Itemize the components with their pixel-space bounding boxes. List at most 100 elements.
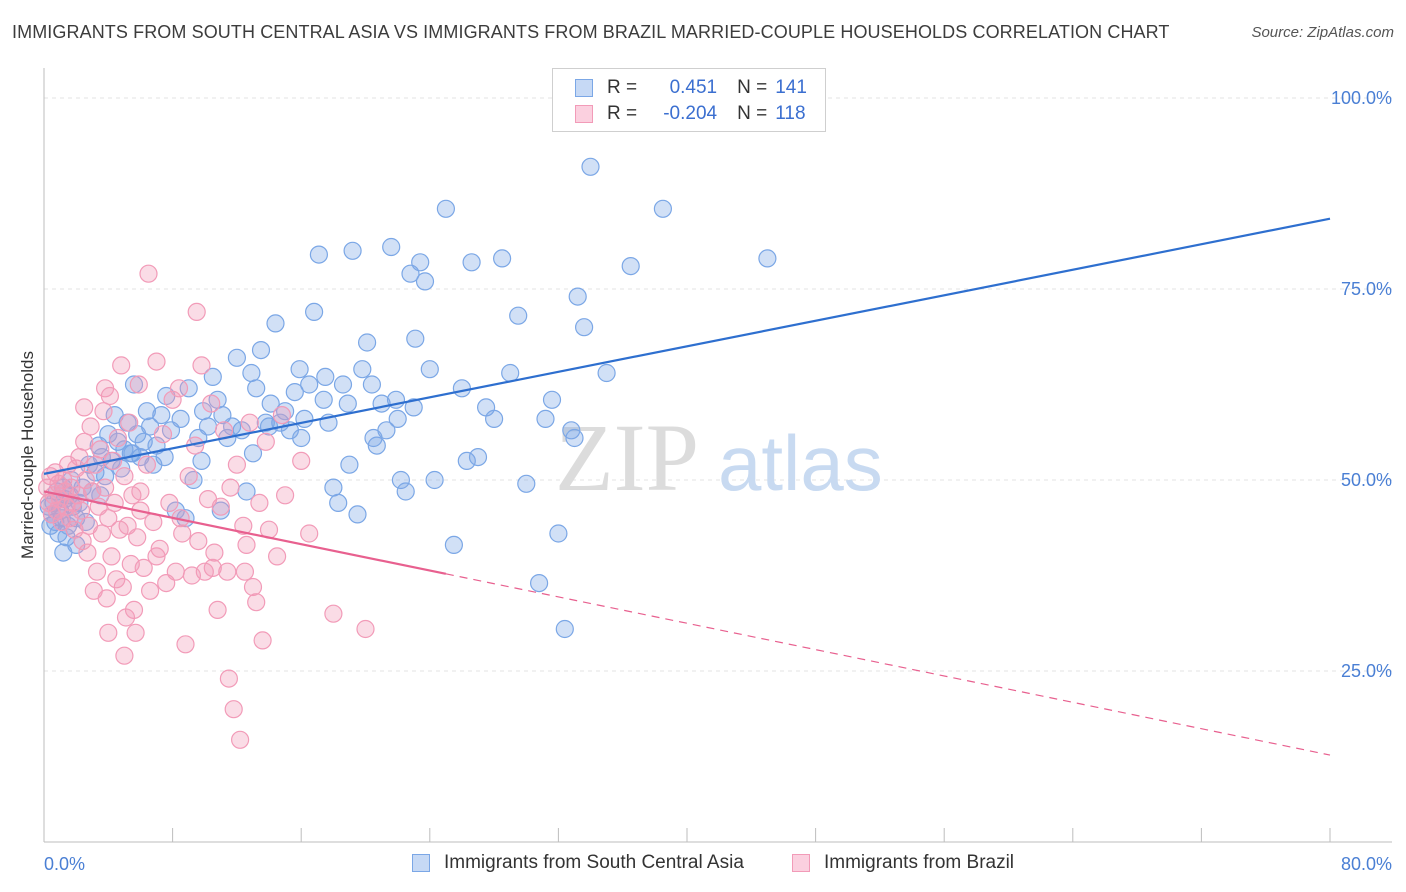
point-brazil (169, 379, 189, 398)
legend-r-label: R = (607, 103, 638, 124)
point-brazil (131, 482, 150, 501)
legend-r-label: R = (607, 77, 638, 98)
point-brazil (176, 635, 195, 654)
point-brazil (253, 631, 272, 650)
point-brazil (75, 398, 94, 417)
point-south-central-asia (396, 482, 415, 501)
point-south-central-asia (198, 417, 218, 436)
point-brazil (202, 394, 221, 413)
watermark-zip: ZIP (555, 404, 699, 511)
point-south-central-asia (285, 383, 304, 402)
point-brazil (147, 547, 166, 566)
point-south-central-asia (343, 241, 362, 260)
point-south-central-asia (152, 406, 171, 425)
point-south-central-asia (358, 333, 377, 352)
point-south-central-asia (242, 363, 261, 383)
trend-line-brazil-extrapolated (445, 573, 1331, 756)
point-south-central-asia (364, 428, 383, 448)
point-brazil (81, 417, 100, 436)
legend-row-south-central-asia: R = 0.451 N = 141 (575, 77, 807, 99)
point-brazil (95, 379, 115, 398)
point-south-central-asia (192, 451, 211, 470)
point-brazil (134, 558, 153, 578)
series-swatch-blue (412, 854, 430, 872)
point-brazil (70, 448, 89, 467)
point-south-central-asia (462, 253, 481, 272)
point-south-central-asia (137, 402, 156, 421)
axes (43, 68, 1392, 843)
point-brazil (300, 524, 319, 543)
point-south-central-asia (388, 409, 407, 428)
source-label: Source: ZipAtlas.com (1251, 24, 1394, 41)
point-south-central-asia (124, 375, 144, 394)
point-brazil (115, 646, 134, 665)
trend-lines (43, 217, 1331, 756)
point-south-central-asia (621, 257, 640, 276)
point-south-central-asia (329, 493, 348, 512)
series-legend: Immigrants from South Central Asia Immig… (0, 852, 1406, 878)
point-brazil (91, 440, 110, 459)
point-south-central-asia (549, 524, 568, 543)
point-brazil (256, 432, 275, 451)
point-south-central-asia (171, 409, 190, 428)
point-south-central-asia (444, 535, 463, 555)
point-brazil (75, 432, 94, 451)
point-brazil (356, 619, 375, 639)
data-points (38, 157, 777, 749)
point-brazil (231, 730, 250, 749)
point-brazil (124, 600, 144, 620)
chart-title: IMMIGRANTS FROM SOUTH CENTRAL ASIA VS IM… (12, 22, 1170, 42)
point-south-central-asia (529, 573, 549, 593)
point-brazil (76, 470, 95, 490)
point-south-central-asia (108, 432, 128, 451)
point-south-central-asia (266, 314, 285, 333)
point-brazil (99, 623, 118, 642)
point-brazil (73, 531, 92, 551)
point-brazil (219, 669, 238, 688)
y-tick-label: 75.0% (1341, 279, 1392, 299)
point-brazil (129, 375, 148, 394)
series-legend-item-south-central-asia: Immigrants from South Central Asia (412, 852, 744, 874)
point-brazil (128, 528, 147, 547)
point-south-central-asia (99, 425, 118, 444)
x-tick-label-min: 0.0% (44, 854, 85, 874)
point-brazil (126, 623, 145, 642)
point-south-central-asia (179, 379, 198, 398)
point-south-central-asia (565, 428, 584, 448)
y-tick-label: 50.0% (1341, 470, 1392, 490)
point-brazil (324, 604, 343, 623)
point-south-central-asia (362, 375, 381, 394)
point-brazil (234, 516, 253, 535)
point-south-central-asia (309, 245, 328, 264)
point-south-central-asia (509, 306, 528, 325)
point-south-central-asia (305, 302, 324, 321)
point-south-central-asia (425, 470, 444, 490)
point-brazil (108, 428, 128, 448)
watermark-atlas: atlas (718, 419, 883, 507)
point-brazil (120, 413, 139, 432)
point-brazil (141, 581, 160, 600)
point-brazil (94, 402, 113, 421)
point-brazil (147, 352, 166, 371)
point-brazil (166, 562, 185, 581)
point-brazil (189, 531, 208, 551)
point-brazil (276, 486, 295, 505)
point-south-central-asia (290, 360, 309, 379)
point-brazil (92, 524, 112, 543)
legend-n-value: 141 (775, 77, 807, 98)
legend-r-value: 0.451 (669, 77, 718, 98)
y-tick-label: 25.0% (1341, 661, 1392, 681)
point-south-central-asia (203, 367, 222, 386)
point-south-central-asia (420, 360, 439, 379)
point-brazil (163, 390, 182, 409)
trend-line-south-central-asia (43, 217, 1331, 475)
correlation-legend: R = 0.451 N = 141 R = -0.204 N = 118 (552, 68, 826, 132)
point-brazil (235, 562, 254, 581)
point-south-central-asia (316, 367, 335, 386)
legend-n-value: 118 (775, 103, 806, 124)
point-brazil (203, 558, 222, 578)
point-brazil (205, 543, 224, 562)
point-brazil (95, 478, 115, 497)
point-south-central-asia (211, 501, 230, 520)
point-south-central-asia (452, 379, 471, 398)
